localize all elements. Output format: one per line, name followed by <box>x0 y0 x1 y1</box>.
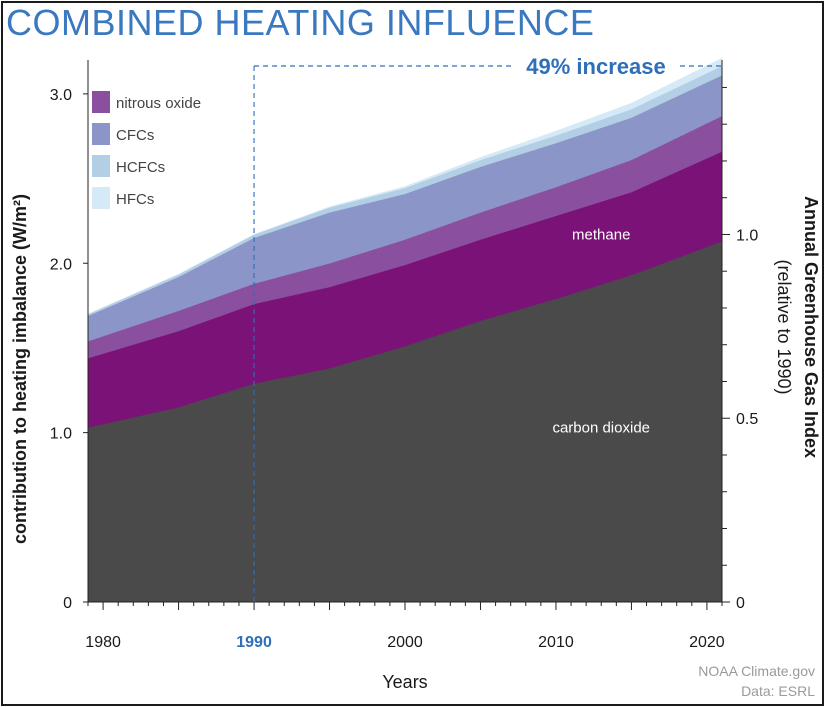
y-axis-title: contribution to heating imbalance (W/m²) <box>10 194 30 544</box>
legend-label-hfcs: HFCs <box>116 191 154 208</box>
legend-swatch-hfcs <box>92 187 110 209</box>
y2-tick-label: 0 <box>736 595 745 612</box>
x-tick-label: 2010 <box>538 634 574 651</box>
credit-source: NOAA Climate.gov <box>698 663 815 679</box>
x-tick-label: 1990 <box>236 634 272 651</box>
legend-label-hcfcs: HCFCs <box>116 159 165 176</box>
label-carbon-dioxide: carbon dioxide <box>552 419 650 436</box>
y2-tick-label: 1.0 <box>736 227 758 244</box>
x-axis-title: Years <box>382 672 427 692</box>
legend-swatch-cfcs <box>92 123 110 145</box>
y2-tick-label: 0.5 <box>736 411 758 428</box>
x-tick-label: 1980 <box>85 634 121 651</box>
annotation-text: 49% increase <box>526 54 665 79</box>
chart-title: COMBINED HEATING INFLUENCE <box>6 2 595 43</box>
legend-label-nitrous-oxide: nitrous oxide <box>116 95 201 112</box>
x-tick-label: 2020 <box>689 634 725 651</box>
legend-label-cfcs: CFCs <box>116 127 154 144</box>
label-methane: methane <box>572 227 630 244</box>
y-tick-label: 2.0 <box>50 256 72 273</box>
y2-axis-title: Annual Greenhouse Gas Index <box>801 196 821 458</box>
legend-swatch-nitrous-oxide <box>92 91 110 113</box>
y-tick-label: 0 <box>63 595 72 612</box>
legend-swatch-hcfcs <box>92 155 110 177</box>
x-tick-label: 2000 <box>387 634 423 651</box>
y-tick-label: 1.0 <box>50 426 72 443</box>
credit-data: Data: ESRL <box>741 683 815 699</box>
y-tick-label: 3.0 <box>50 87 72 104</box>
y2-axis-subtitle: (relative to 1990) <box>774 259 794 394</box>
